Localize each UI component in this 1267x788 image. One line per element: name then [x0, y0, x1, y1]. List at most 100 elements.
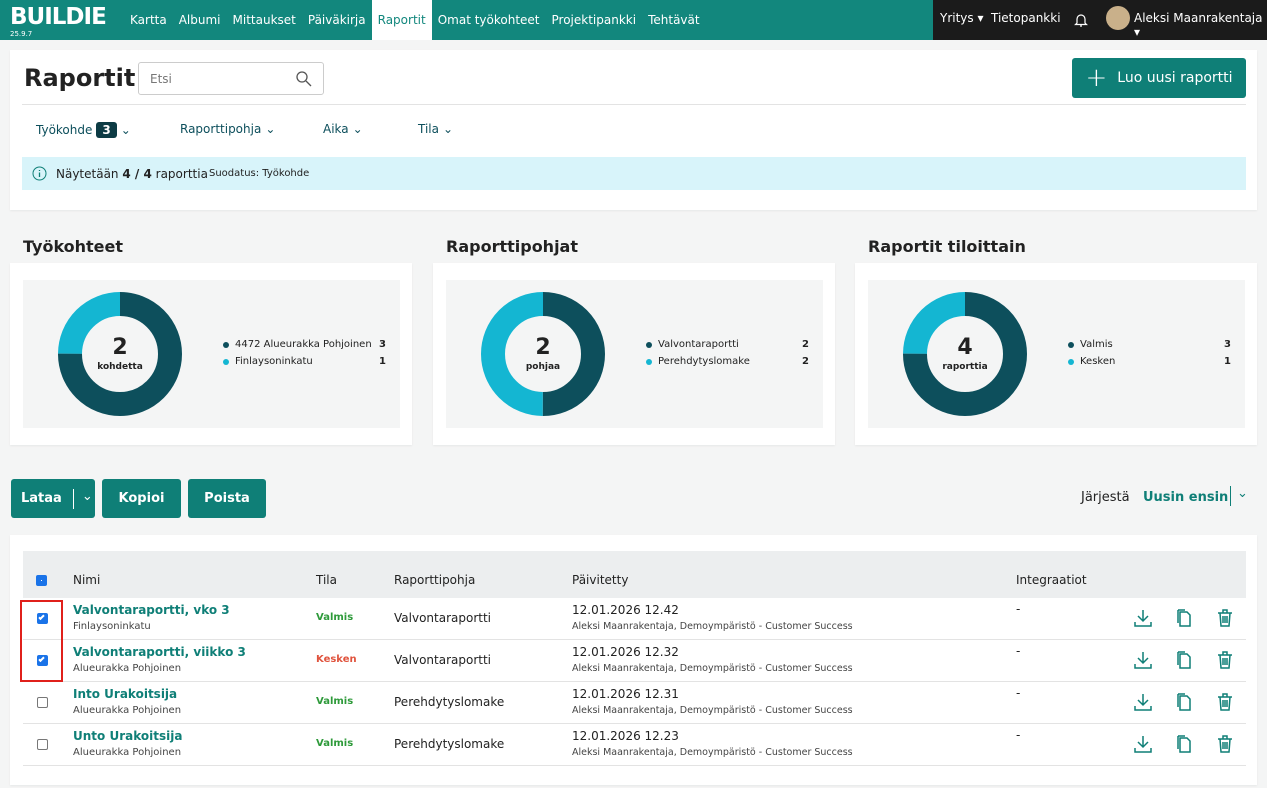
donut — [481, 292, 605, 416]
legend-dot — [646, 342, 652, 348]
nav-item[interactable]: Albumi — [178, 13, 221, 27]
donut — [903, 292, 1027, 416]
filter[interactable]: Aika ⌄ — [323, 122, 363, 136]
create-button[interactable]: + Luo uusi raportti — [1072, 58, 1246, 98]
nav-item[interactable]: Päiväkirja — [307, 13, 366, 27]
row-updated-by: Aleksi Maanrakentaja, Demoympäristö - Cu… — [572, 663, 853, 674]
sort-toggle[interactable]: ⌄ — [1230, 486, 1248, 506]
nav-item[interactable]: Omat työkohteet — [437, 13, 540, 27]
panel-inner: 4 raporttia Valmis 3 Kesken 1 — [868, 280, 1245, 428]
row-integration: - — [1016, 644, 1021, 658]
legend-value: 2 — [802, 356, 809, 367]
row-integration: - — [1016, 728, 1021, 742]
icon-path — [1134, 736, 1152, 753]
delete-icon[interactable] — [1215, 734, 1235, 754]
knowledge[interactable]: Tietopankki — [991, 11, 1061, 25]
legend-value: 2 — [802, 339, 809, 350]
search[interactable]: Etsi — [138, 62, 324, 95]
company-menu[interactable]: Yritys ▾ — [940, 11, 984, 25]
info-prefix: Näytetään — [56, 167, 119, 181]
legend-label: Kesken — [1080, 356, 1116, 367]
icon-path — [1218, 735, 1232, 753]
copy-icon[interactable] — [1174, 650, 1194, 670]
delete-button[interactable]: Poista — [188, 479, 266, 518]
avatar[interactable] — [1106, 6, 1130, 30]
row-template: Valvontaraportti — [394, 611, 491, 625]
filter[interactable]: Tila ⌄ — [418, 122, 453, 136]
copy-icon[interactable] — [1174, 608, 1194, 628]
row-template: Perehdytyslomake — [394, 737, 505, 751]
row-updated-by: Aleksi Maanrakentaja, Demoympäristö - Cu… — [572, 621, 853, 632]
row-site: Alueurakka Pohjoinen — [73, 663, 182, 674]
nav-item[interactable]: Projektipankki — [551, 13, 637, 27]
download-icon[interactable] — [1133, 608, 1153, 628]
panel-inner: 2 kohdetta 4472 Alueurakka Pohjoinen 3 Finla… — [23, 280, 400, 428]
row-name[interactable]: Valvontaraportti, viikko 3 — [73, 645, 246, 659]
page-title: Raportit — [24, 64, 136, 92]
donut-segment — [903, 292, 1027, 416]
filter[interactable]: Raporttipohja ⌄ — [180, 122, 275, 136]
delete-icon[interactable] — [1215, 692, 1235, 712]
row-checkbox[interactable] — [37, 697, 48, 708]
plus-icon: + — [1085, 63, 1108, 93]
download-icon[interactable] — [1133, 734, 1153, 754]
column-header: Päivitetty — [572, 573, 629, 587]
nav-item[interactable]: Raportit — [371, 0, 432, 40]
row-name[interactable]: Unto Urakoitsija — [73, 729, 183, 743]
nav-item[interactable]: Mittaukset — [232, 13, 296, 27]
row-checkbox[interactable] — [37, 613, 48, 624]
column-header: Tila — [316, 573, 337, 587]
legend-label: 4472 Alueurakka Pohjoinen — [235, 339, 372, 350]
row-updated: 12.01.2026 12.23 — [572, 729, 679, 743]
icon-path — [1218, 609, 1232, 627]
delete-icon[interactable] — [1215, 650, 1235, 670]
download-icon[interactable] — [1133, 692, 1153, 712]
nav-item[interactable]: Tehtävät — [648, 13, 700, 27]
legend-dot — [223, 359, 229, 365]
column-header: Nimi — [73, 573, 101, 587]
table-row: Valvontaraportti, vko 3 Finlaysoninkatu Va… — [23, 598, 1246, 640]
delete-icon[interactable] — [1215, 608, 1235, 628]
download-button[interactable]: Lataa ⌄ — [11, 479, 95, 518]
filter-label: Raporttipohja — [180, 122, 262, 136]
icon-path — [1177, 651, 1191, 669]
legend-label: Valvontaraportti — [658, 339, 739, 350]
row-updated-by: Aleksi Maanrakentaja, Demoympäristö - Cu… — [572, 747, 853, 758]
copy-icon[interactable] — [1174, 734, 1194, 754]
panel-title: Raporttipohjat — [446, 237, 578, 256]
user-menu[interactable]: Aleksi Maanrakentaja ▾ — [1134, 11, 1263, 39]
icon-path — [1177, 693, 1191, 711]
legend-dot — [1068, 342, 1074, 348]
donut — [58, 292, 182, 416]
table-row: Into Urakoitsija Alueurakka Pohjoinen Valm… — [23, 682, 1246, 724]
donut-segment — [481, 292, 605, 416]
legend-label: Perehdytyslomake — [658, 356, 750, 367]
copy-button[interactable]: Kopioi — [102, 479, 181, 518]
panel-card: 4 raporttia Valmis 3 Kesken 1 — [855, 263, 1257, 445]
panel-card: 2 pohjaa Valvontaraportti 2 Perehdytyslomake… — [433, 263, 835, 445]
legend-value: 1 — [1224, 356, 1231, 367]
company: Yritys — [940, 11, 974, 25]
donut-total: 4 — [957, 335, 973, 360]
row-name[interactable]: Valvontaraportti, vko 3 — [73, 603, 230, 617]
row-site: Finlaysoninkatu — [73, 621, 151, 632]
copy-icon[interactable] — [1174, 692, 1194, 712]
row-checkbox[interactable] — [37, 655, 48, 666]
row-status: Valmis — [316, 738, 354, 749]
download-icon[interactable] — [1133, 650, 1153, 670]
select-all[interactable] — [36, 575, 47, 586]
filter[interactable]: Työkohde 3 ⌄ — [36, 122, 131, 138]
row-status: Valmis — [316, 696, 354, 707]
sort-value[interactable]: Uusin ensin — [1143, 490, 1229, 505]
icon-path — [1177, 735, 1191, 753]
row-status: Kesken — [316, 654, 357, 665]
row-integration: - — [1016, 602, 1021, 616]
logo[interactable]: BUILDIE — [10, 4, 107, 30]
bell[interactable] — [1074, 12, 1088, 28]
chevron: ⌄ — [442, 122, 454, 136]
row-template: Valvontaraportti — [394, 653, 491, 667]
row-checkbox[interactable] — [37, 739, 48, 750]
nav-item[interactable]: Kartta — [130, 13, 167, 27]
row-name[interactable]: Into Urakoitsija — [73, 687, 178, 701]
row-updated: 12.01.2026 12.42 — [572, 603, 679, 617]
